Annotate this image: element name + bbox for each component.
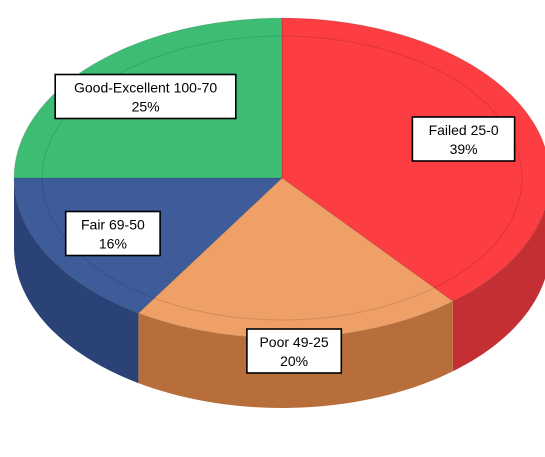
slice-label-box [246,328,343,374]
slice-category-label: Fair 69-50 [81,217,145,233]
slice-label-failed-25-0: Failed 25-0 39% [411,116,516,162]
slice-value-label: 25% [132,99,160,115]
slice-label-box [411,116,516,162]
slice-label-good-excellent-100-70: Good-Excellent 100-70 25% [54,73,237,120]
slice-labels: Failed 25-0 39% Poor 49-25 20% Fair 69-50 16%… [54,73,516,374]
slice-value-label: 39% [450,141,478,157]
pie-rim-shading [41,35,523,321]
slice-category-label: Failed 25-0 [429,122,499,138]
slice-value-label: 20% [280,353,308,369]
pie-tops [13,17,545,339]
slice-label-box [64,210,161,257]
side-failed-25-0 [452,208,545,372]
side-fair-69-50 [14,178,139,384]
slice-label-box [54,73,237,120]
slice-category-label: Good-Excellent 100-70 [74,80,217,96]
slice-category-label: Poor 49-25 [259,334,328,350]
slice-value-label: 16% [99,236,127,252]
slice-label-fair-69-50: Fair 69-50 16% [64,210,161,257]
slice-label-poor-49-25: Poor 49-25 20% [246,328,343,374]
